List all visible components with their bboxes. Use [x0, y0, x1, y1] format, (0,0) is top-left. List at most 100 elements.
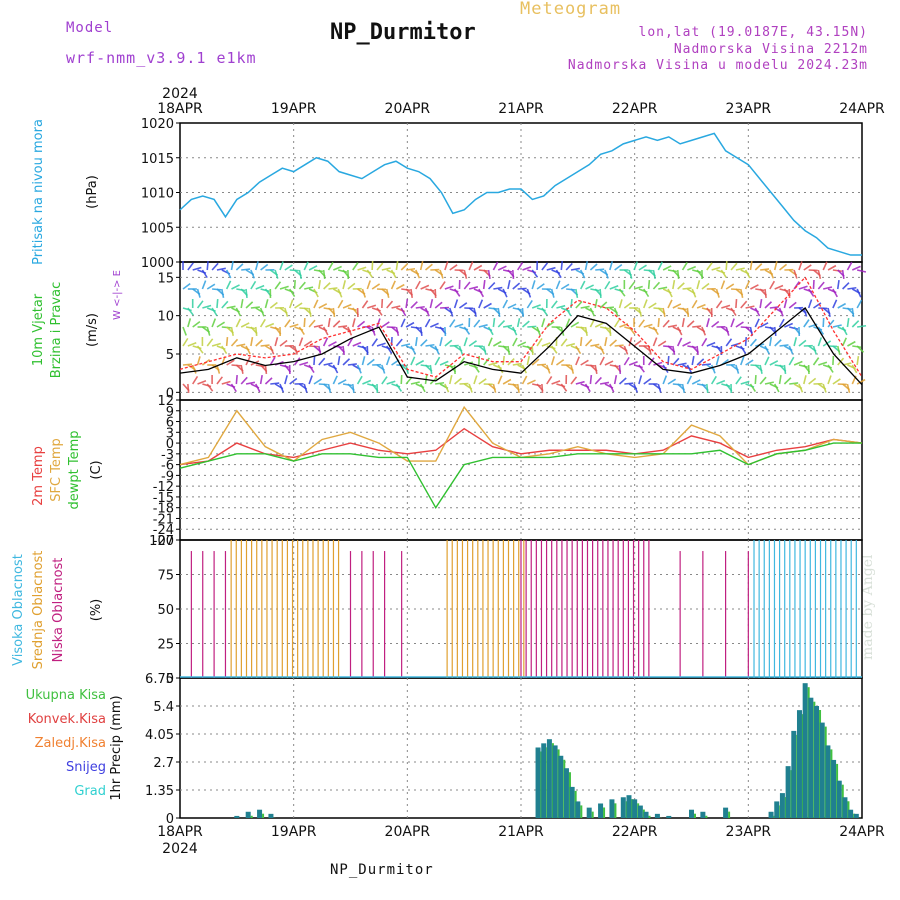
wind-arrow	[701, 363, 711, 366]
wind-arrow	[332, 364, 339, 374]
page-title: NP_Durmitor	[330, 20, 476, 45]
wind-arrow	[424, 318, 431, 328]
wind-arrow	[255, 383, 261, 393]
wind-arrow	[613, 318, 621, 328]
wind-arrow	[783, 377, 792, 385]
wind-arrow	[318, 357, 326, 366]
wind-arrow	[221, 345, 228, 355]
y-tick-label: 2.7	[153, 756, 174, 771]
wind-arrow	[255, 339, 263, 347]
wind-arrow	[512, 282, 521, 290]
wind-arrow	[662, 375, 668, 385]
wind-arrow	[754, 318, 760, 328]
y-tick-label: 0	[166, 812, 174, 827]
wind-arrow	[381, 376, 388, 385]
wind-arrow	[609, 285, 619, 290]
wind-arrow	[415, 305, 425, 309]
y-tick-label: 6.75	[145, 672, 174, 687]
wind-arrow	[744, 280, 751, 290]
y-tick-label: 6	[166, 416, 174, 431]
wind-arrow	[745, 305, 755, 309]
wind-arrow	[245, 288, 248, 299]
wind-arrow	[439, 281, 446, 290]
x-tick-label-bottom: 21APR	[498, 824, 544, 840]
wind-arrow	[735, 321, 744, 328]
wind-arrow	[304, 286, 314, 290]
wind-arrow	[332, 320, 341, 328]
wind-arrow	[405, 376, 413, 385]
precip-bar	[552, 745, 558, 818]
wind-arrow	[531, 358, 540, 366]
precip-bar	[796, 710, 802, 818]
y-tick-label: 9	[166, 405, 174, 420]
wind-arrow	[206, 283, 216, 290]
precip-bar	[779, 793, 785, 818]
wind-arrow	[546, 376, 553, 385]
wind-arrow	[405, 267, 416, 271]
wind-arrow	[604, 306, 614, 309]
wind-arrow	[550, 288, 555, 298]
y-tick-label: 75	[157, 569, 174, 584]
wind-arrow	[715, 288, 720, 298]
elevation-label: Nadmorska Visina 2212m	[673, 42, 868, 57]
precip-bar	[637, 805, 643, 818]
wind-arrow	[347, 363, 357, 366]
wind-arrow	[381, 267, 391, 271]
wind-arrow	[216, 364, 221, 374]
wind-arrow	[521, 375, 528, 385]
wind-arrow	[497, 319, 506, 328]
wind-arrow	[589, 307, 596, 317]
wind-arrow	[545, 364, 551, 374]
wind-arrow	[507, 280, 511, 290]
wind-arrow	[483, 302, 492, 309]
wind-arrow	[798, 364, 808, 368]
wind-arrow	[677, 362, 687, 366]
precip-bar	[563, 768, 569, 818]
wind-arrow	[502, 324, 513, 328]
wind-arrow	[507, 303, 517, 309]
wind-arrow	[599, 326, 610, 330]
wind-arrow	[420, 339, 428, 347]
wind-arrow	[425, 288, 435, 292]
wind-arrow	[332, 307, 336, 318]
y-tick-label: 1000	[141, 256, 174, 271]
wind-arrow	[692, 325, 702, 328]
wind-arrow	[633, 383, 639, 393]
wind-arrow	[269, 356, 276, 366]
precip-bar	[598, 803, 604, 818]
precip-bar	[853, 813, 859, 818]
x-tick-label-bottom: 19APR	[271, 824, 317, 840]
y-tick-label: 1005	[141, 221, 174, 236]
wind-arrow	[575, 288, 579, 299]
precip-bar	[245, 811, 251, 818]
wind-arrow	[856, 378, 866, 385]
wind-arrow	[575, 356, 580, 366]
wind-arrow	[778, 374, 782, 385]
wind-arrow	[584, 383, 591, 393]
wind-arrow	[541, 307, 548, 316]
wind-arrow	[744, 336, 748, 347]
panel-frame-precip	[179, 677, 863, 819]
wind-arrow	[701, 337, 708, 347]
precip-bar	[723, 807, 729, 818]
precip-bar	[808, 697, 814, 818]
temp-series-line	[179, 427, 863, 466]
wind-arrow	[259, 374, 263, 385]
precip-bar	[234, 815, 240, 818]
wind-arrow	[550, 300, 558, 309]
wind-arrow	[710, 375, 717, 385]
wind-axis-label: 10m Vjetar	[31, 293, 46, 366]
wind-arrow	[745, 359, 754, 366]
wind-arrow	[265, 322, 275, 328]
wind-arrow	[628, 326, 636, 335]
precip-bar	[700, 811, 706, 818]
wind-arrow	[231, 284, 240, 290]
wind-arrow	[653, 361, 663, 366]
wind-arrow	[182, 326, 187, 336]
wind-arrow	[788, 345, 794, 355]
year-label-bottom: 2024	[162, 841, 198, 857]
wind-arrow	[706, 341, 716, 347]
wind-arrow	[497, 375, 503, 385]
wind-arrow	[419, 261, 424, 271]
wind-arrow	[458, 302, 468, 309]
